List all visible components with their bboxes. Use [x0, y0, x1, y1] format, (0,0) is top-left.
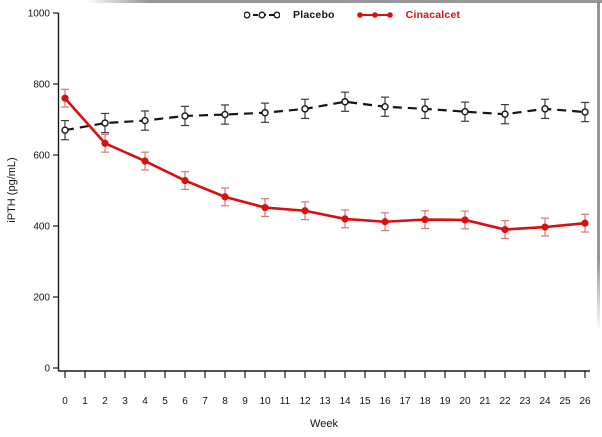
x-tick-label: 13	[319, 396, 331, 407]
x-tick-label: 1	[82, 396, 88, 407]
x-axis-ticks: 0 1 2 3 4 5 6 7 8 9 10 11 12 13 14 15 16 17 18 19 20 21 22 23 24…	[62, 371, 591, 407]
axes	[57, 13, 590, 372]
y-axis-title: iPTH (pg/mL)	[6, 157, 18, 222]
x-tick-label: 20	[459, 396, 471, 407]
x-tick-label: 10	[259, 396, 271, 407]
x-tick-label: 24	[539, 396, 551, 407]
legend-item-cinacalcet: Cinacalcet	[356, 9, 461, 21]
x-tick-label: 3	[122, 396, 128, 407]
x-tick-label: 25	[559, 396, 571, 407]
x-tick-label: 19	[439, 396, 451, 407]
x-tick-label: 4	[142, 396, 148, 407]
legend: Placebo Cinacalcet	[244, 9, 460, 21]
x-tick-label: 17	[399, 396, 411, 407]
y-tick-label: 200	[33, 293, 50, 304]
x-tick-label: 6	[182, 396, 188, 407]
legend-item-placebo: Placebo	[244, 9, 335, 21]
x-tick-label: 16	[379, 396, 391, 407]
top-edge-shadow	[86, 0, 602, 3]
y-tick-label: 400	[33, 222, 50, 233]
right-edge-shadow	[597, 2, 600, 332]
x-tick-label: 11	[280, 396, 291, 407]
y-axis-ticks: 0 200 400 600 800 1000	[28, 9, 59, 375]
x-tick-label: 21	[479, 396, 491, 407]
placebo-series	[61, 91, 589, 141]
y-tick-label: 1000	[28, 9, 51, 20]
cinacalcet-legend-swatch	[356, 12, 393, 18]
x-tick-label: 22	[499, 396, 511, 407]
x-tick-label: 15	[359, 396, 371, 407]
y-tick-label: 600	[33, 151, 50, 162]
x-tick-label: 23	[519, 396, 531, 407]
x-tick-label: 26	[579, 396, 591, 407]
cinacalcet-legend-label: Cinacalcet	[405, 9, 461, 21]
y-tick-label: 0	[44, 364, 50, 375]
placebo-legend-swatch	[244, 11, 280, 19]
cinacalcet-series	[61, 88, 589, 240]
x-tick-label: 0	[62, 396, 68, 407]
x-tick-label: 2	[102, 396, 108, 407]
y-tick-label: 800	[33, 80, 50, 91]
x-tick-label: 14	[339, 396, 351, 407]
x-axis-title: Week	[310, 418, 338, 430]
x-tick-label: 5	[162, 396, 168, 407]
x-tick-label: 18	[419, 396, 431, 407]
x-tick-label: 7	[202, 396, 208, 407]
x-tick-label: 9	[242, 396, 248, 407]
x-tick-label: 8	[222, 396, 228, 407]
placebo-legend-label: Placebo	[293, 9, 335, 21]
x-tick-label: 12	[299, 396, 311, 407]
